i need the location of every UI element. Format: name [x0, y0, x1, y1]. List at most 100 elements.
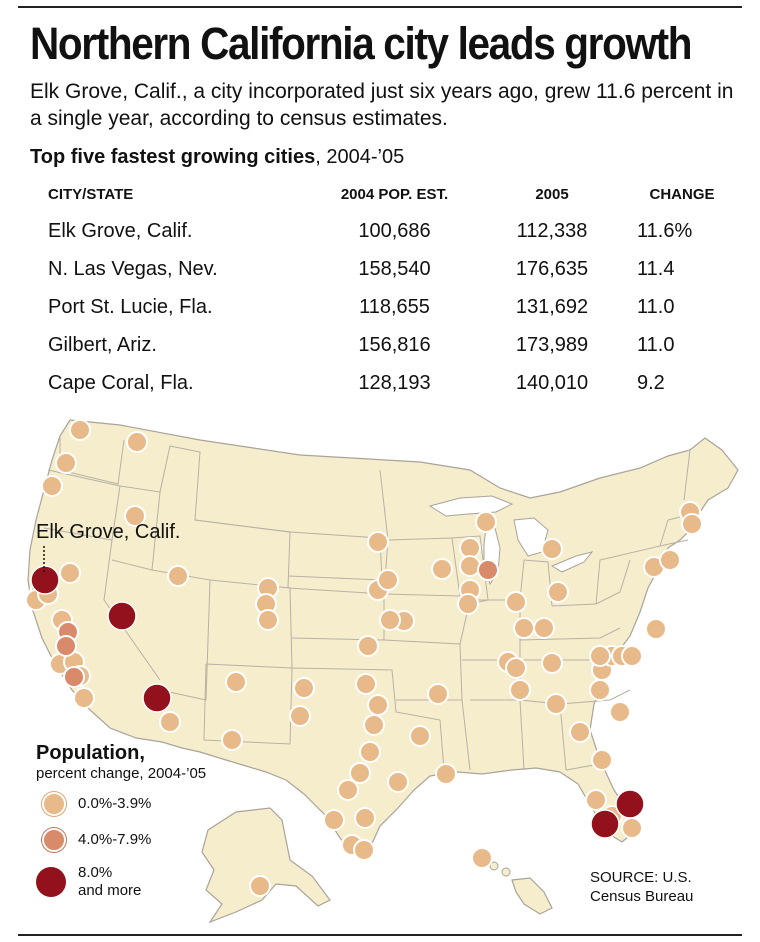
cell-city: Elk Grove, Calif.	[48, 219, 193, 242]
city-dot-low	[354, 807, 376, 829]
city-dot-high	[142, 683, 172, 713]
city-dot-low	[363, 714, 385, 736]
legend-swatch-low	[42, 792, 66, 816]
cell-change: 11.0	[637, 333, 675, 356]
city-dot-mid	[63, 666, 85, 688]
city-dot-low	[459, 555, 481, 577]
city-dot-low	[645, 618, 667, 640]
legend-item-mid: 4.0%-7.9%	[36, 822, 206, 858]
city-dot-low	[589, 645, 611, 667]
city-dot-low	[505, 657, 527, 679]
city-dot-low	[509, 679, 531, 701]
hawaii-shape	[511, 877, 553, 915]
cell-city: Port St. Lucie, Fla.	[48, 295, 213, 318]
city-dot-low	[289, 705, 311, 727]
city-dot-low	[533, 617, 555, 639]
city-dot-low	[547, 581, 569, 603]
cell-pop-2005: 131,692	[515, 295, 589, 318]
growth-table: CITY/STATE 2004 POP. EST. 2005 CHANGE El…	[30, 176, 747, 402]
us-map	[25, 419, 739, 924]
city-dot-low	[435, 763, 457, 785]
table-row: Elk Grove, Calif. 100,686 112,338 11.6%	[30, 212, 747, 250]
city-dot-low	[379, 609, 401, 631]
city-dot-mid	[477, 559, 499, 581]
city-dot-low	[323, 809, 345, 831]
table-row: Gilbert, Ariz. 156,816 173,989 11.0	[30, 326, 747, 364]
legend-swatch-mid	[42, 828, 66, 852]
cell-pop-2004: 128,193	[358, 371, 431, 394]
city-dot-low	[409, 725, 431, 747]
city-dot-low	[257, 609, 279, 631]
cell-city: Cape Coral, Fla.	[48, 371, 194, 394]
city-dot-low	[681, 513, 703, 535]
cell-change: 11.6%	[637, 219, 693, 242]
city-dot-low	[167, 565, 189, 587]
city-dot-low	[225, 671, 247, 693]
city-dot-low	[513, 617, 535, 639]
legend-title: Population,	[36, 742, 145, 764]
city-dot-low	[387, 771, 409, 793]
city-dot-low	[475, 511, 497, 533]
subtitle: Elk Grove, Calif., a city incorporated j…	[30, 80, 734, 130]
legend-subtitle: percent change, 2004-’05	[36, 765, 207, 782]
city-dot-low	[377, 569, 399, 591]
city-dot-low	[221, 729, 243, 751]
city-dot-low	[124, 505, 146, 527]
legend-label-low: 0.0%-3.9%	[78, 795, 152, 812]
page-title: Northern California city leads growth	[30, 18, 693, 69]
top-rule	[18, 6, 742, 8]
cell-pop-2005: 140,010	[515, 371, 589, 394]
legend: Population, percent change, 2004-’05 0.0…	[36, 742, 206, 906]
header-city: CITY/STATE	[48, 185, 134, 203]
cell-pop-2004: 118,655	[359, 295, 430, 318]
city-dot-low	[545, 693, 567, 715]
cell-pop-2004: 100,686	[358, 219, 431, 242]
city-dot-low	[353, 839, 375, 861]
cell-change: 9.2	[637, 371, 665, 394]
map-land	[27, 419, 739, 924]
hawaii-island-small	[489, 861, 499, 871]
city-dot-low	[249, 875, 271, 897]
legend-label-mid: 4.0%-7.9%	[78, 831, 152, 848]
lake-erie-shape	[550, 551, 594, 573]
city-dot-low	[337, 779, 359, 801]
growth-dots	[25, 419, 703, 897]
cell-pop-2005: 173,989	[515, 333, 589, 356]
city-dot-low	[427, 683, 449, 705]
city-dot-low	[471, 847, 493, 869]
city-dot-high	[107, 601, 137, 631]
city-dot-low	[541, 538, 563, 560]
city-dot-low	[367, 531, 389, 553]
city-dot-low	[505, 591, 527, 613]
cell-city: Gilbert, Ariz.	[48, 333, 157, 356]
city-dot-low	[609, 701, 631, 723]
legend-label-high: 8.0% and more	[78, 864, 142, 899]
city-dot-low	[41, 475, 63, 497]
city-dot-low	[55, 452, 77, 474]
cell-change: 11.0	[637, 295, 675, 318]
city-dot-low	[589, 679, 611, 701]
table-row: N. Las Vegas, Nev. 158,540 176,635 11.4	[30, 250, 747, 288]
city-dot-low	[659, 549, 681, 571]
city-dot-low	[359, 741, 381, 763]
city-dot-low	[73, 687, 95, 709]
city-dot-high	[30, 565, 60, 595]
elk-grove-label: Elk Grove, Calif.	[36, 521, 181, 543]
city-dot-low	[621, 645, 643, 667]
header-change: CHANGE	[649, 185, 715, 203]
table-row: Port St. Lucie, Fla. 118,655 131,692 11.…	[30, 288, 747, 326]
city-dot-low	[349, 762, 371, 784]
lake-superior-shape	[428, 495, 514, 517]
table-header-row: CITY/STATE 2004 POP. EST. 2005 CHANGE	[30, 176, 747, 212]
table-title-bold: Top five fastest growing cities	[30, 146, 316, 168]
cell-pop-2004: 156,816	[358, 333, 431, 356]
table-title: Top five fastest growing cities, 2004-’0…	[30, 144, 404, 170]
cell-pop-2004: 158,540	[358, 257, 431, 280]
city-dot-low	[431, 558, 453, 580]
header-pop-2004: 2004 POP. EST.	[340, 185, 449, 203]
hawaii-island-small	[501, 867, 511, 877]
table-title-years: , 2004-’05	[315, 146, 405, 168]
city-dot-low	[569, 721, 591, 743]
city-dot-low	[293, 677, 315, 699]
city-dot-low	[355, 673, 377, 695]
